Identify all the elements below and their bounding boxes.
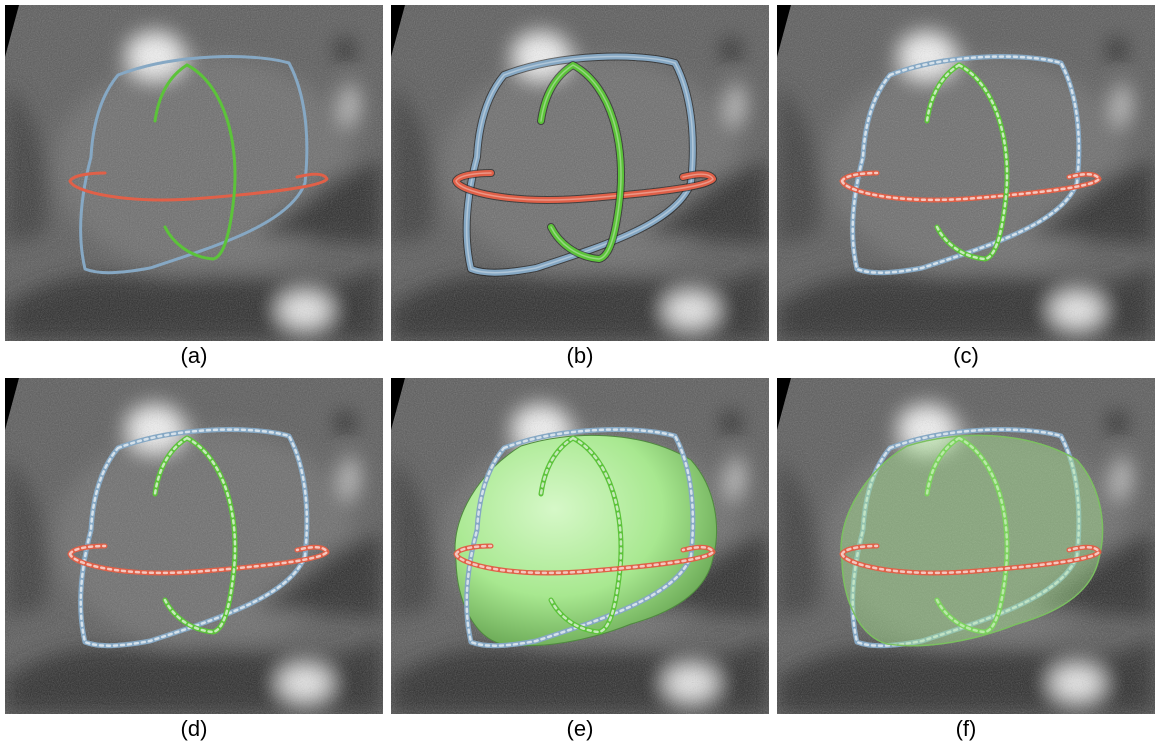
blue-contour: [79, 55, 309, 275]
green-contour: [538, 435, 624, 635]
green-contour: [537, 61, 625, 263]
panel-e: [391, 378, 769, 714]
contour-overlay: [452, 52, 717, 277]
green-contour: [924, 62, 1010, 262]
contour-overlay: [839, 54, 1102, 276]
blue-contour: [850, 427, 1082, 649]
green-contour: [152, 435, 238, 635]
red-contour: [839, 170, 1102, 203]
green-contour: [153, 63, 237, 261]
blue-contour: [464, 427, 696, 649]
caption-c: (c): [953, 343, 979, 368]
green-contour: [924, 435, 1010, 635]
panel-d: [5, 378, 383, 714]
blue-contour: [850, 54, 1082, 276]
contour-overlay: [453, 427, 718, 649]
red-contour: [453, 543, 716, 576]
blue-contour: [462, 52, 697, 277]
red-contour: [452, 169, 717, 204]
ct-background: [5, 378, 383, 714]
contour-overlay: [839, 427, 1104, 649]
ct-slice-render: [391, 378, 769, 714]
caption-d: (d): [180, 716, 208, 741]
ct-slice-render: [5, 5, 383, 341]
caption-f: (f): [955, 716, 977, 741]
caption-e: (e): [566, 716, 594, 741]
contour-overlay: [68, 55, 329, 275]
panel-a: [5, 5, 383, 341]
red-contour: [839, 543, 1102, 576]
red-contour: [68, 171, 329, 202]
ct-slice-render: [391, 5, 769, 341]
ct-slice-render: [5, 378, 383, 714]
red-contour: [67, 543, 330, 576]
caption-b: (b): [566, 343, 594, 368]
ct-background: [777, 5, 1155, 341]
blue-contour: [78, 427, 310, 649]
caption-a: (a): [180, 343, 208, 368]
ct-slice-render: [777, 378, 1155, 714]
ct-slice-render: [777, 5, 1155, 341]
organ-surface: [840, 434, 1104, 647]
contour-overlay: [67, 427, 330, 649]
panel-f: [777, 378, 1155, 714]
ct-background: [5, 5, 383, 341]
panel-b: [391, 5, 769, 341]
panel-c: [777, 5, 1155, 341]
